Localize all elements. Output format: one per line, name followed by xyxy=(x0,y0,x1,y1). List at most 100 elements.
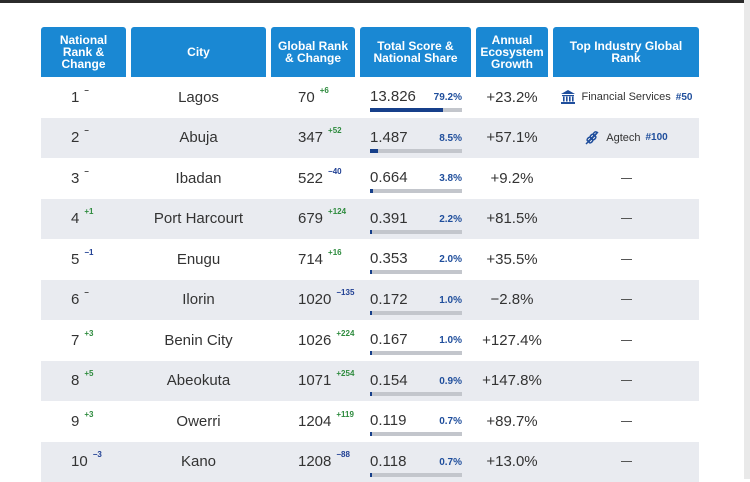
global-rank: 1020 −135 xyxy=(298,280,354,320)
rank-change: +3 xyxy=(84,409,94,419)
annual-growth: +9.2% xyxy=(490,169,534,187)
national-share: 0.7% xyxy=(439,456,462,468)
annual-growth: +147.8% xyxy=(482,372,542,389)
global-rank: 1071 +254 xyxy=(298,361,354,401)
empty-dash xyxy=(620,339,632,341)
global-rank-change: +6 xyxy=(319,85,329,95)
global-rank-change: −135 xyxy=(336,288,355,297)
rank-value: 8 xyxy=(71,372,80,389)
city-name: Ibadan xyxy=(175,169,222,187)
table-row: 9 +3 Owerri 1204 +119 0.119 0.7% +89.7% xyxy=(41,401,699,441)
global-rank: 347 +52 xyxy=(298,118,342,158)
global-rank-change: +52 xyxy=(328,126,342,135)
top-industry: Agtech #100 xyxy=(553,118,699,158)
global-rank-value: 1026 xyxy=(298,331,332,349)
rankings-table: National Rank & Change City Global Rank … xyxy=(41,27,699,482)
empty-dash xyxy=(620,420,632,422)
city-name: Kano xyxy=(180,453,217,470)
rank-change: +5 xyxy=(84,369,94,378)
industry-label: Agtech xyxy=(606,131,641,144)
top-industry xyxy=(553,199,699,239)
rank-change: – xyxy=(84,288,89,297)
annual-growth: +89.7% xyxy=(486,412,538,430)
header-total-score: Total Score & National Share xyxy=(360,27,471,77)
national-share: 8.5% xyxy=(439,132,462,144)
city-name: Ilorin xyxy=(182,291,215,308)
header-city: City xyxy=(131,27,266,77)
rank-change: −3 xyxy=(92,450,102,459)
rank-value: 10 xyxy=(71,453,88,470)
scrollbar-track[interactable] xyxy=(744,0,750,479)
top-industry xyxy=(553,158,699,198)
city-name: Abuja xyxy=(179,129,218,146)
share-bar xyxy=(370,310,462,315)
table-row: 1– Lagos 70 +6 13.826 79.2% +23.2% Financial Se… xyxy=(41,77,699,117)
rank-value: 9 xyxy=(71,412,80,430)
total-score: 0.154 0.9% xyxy=(370,361,462,401)
table-row: 6– Ilorin 1020 −135 0.172 1.0% −2.8% xyxy=(41,279,699,320)
global-rank-value: 1208 xyxy=(298,453,332,470)
rank-change: – xyxy=(84,85,89,95)
total-score: 0.353 2.0% xyxy=(370,239,462,279)
score-value: 1.487 xyxy=(370,128,408,146)
top-industry xyxy=(553,239,699,279)
global-rank-change: +119 xyxy=(336,409,354,419)
table-row: 5 −1 Enugu 714 +16 0.353 2.0% +35.5% xyxy=(41,239,699,279)
national-rank: 4 +1 xyxy=(71,199,93,239)
share-bar-fill xyxy=(370,229,373,234)
share-bar-fill xyxy=(370,391,372,396)
rank-change: +3 xyxy=(84,328,94,338)
total-score: 0.118 0.7% xyxy=(370,442,462,482)
score-value: 0.119 xyxy=(370,412,407,429)
city-name: Port Harcourt xyxy=(153,210,244,227)
share-bar-fill xyxy=(370,310,372,315)
national-rank: 9 +3 xyxy=(71,401,93,441)
header-growth: Annual Ecosystem Growth xyxy=(476,27,548,77)
annual-growth: +127.4% xyxy=(482,331,542,349)
global-rank-change: −88 xyxy=(336,450,350,459)
empty-dash xyxy=(620,380,632,381)
share-bar xyxy=(370,351,462,355)
global-rank-change: +124 xyxy=(328,207,347,216)
global-rank-value: 70 xyxy=(298,88,315,106)
annual-growth: +57.1% xyxy=(486,129,538,146)
industry-label: Financial Services xyxy=(581,91,671,103)
global-rank-value: 1020 xyxy=(298,291,332,308)
annual-growth: +13.0% xyxy=(486,453,538,470)
annual-growth: −2.8% xyxy=(490,291,534,308)
global-rank-change: −40 xyxy=(328,166,342,176)
share-bar xyxy=(370,391,462,396)
top-industry xyxy=(553,442,699,482)
rank-value: 2 xyxy=(71,129,80,146)
national-share: 0.7% xyxy=(439,416,462,427)
table-row: 8 +5 Abeokuta 1071 +254 0.154 0.9% +147.8% xyxy=(41,360,699,401)
national-rank: 6– xyxy=(71,280,89,320)
share-bar-fill xyxy=(370,472,372,477)
top-border xyxy=(0,0,750,3)
top-industry: Financial Services #50 xyxy=(553,77,699,117)
global-rank: 1026 +224 xyxy=(298,320,354,360)
top-industry xyxy=(553,280,699,320)
score-value: 13.826 xyxy=(370,88,416,105)
industry-rank: #100 xyxy=(645,132,668,143)
global-rank-value: 522 xyxy=(298,169,324,187)
share-bar-fill xyxy=(370,189,374,193)
national-share: 1.0% xyxy=(439,294,462,306)
table-row: 7 +3 Benin City 1026 +224 0.167 1.0% +127.4% xyxy=(41,320,699,360)
score-value: 0.172 xyxy=(370,290,408,308)
global-rank: 70 +6 xyxy=(298,77,329,117)
national-rank: 10 −3 xyxy=(71,442,102,482)
share-bar-fill xyxy=(370,108,443,112)
national-rank: 3– xyxy=(71,158,89,198)
share-bar-fill xyxy=(370,432,372,436)
score-value: 0.167 xyxy=(370,331,408,348)
global-rank-value: 714 xyxy=(298,250,324,268)
rank-change: – xyxy=(84,126,89,135)
empty-dash xyxy=(620,299,632,300)
header-national-rank: National Rank & Change xyxy=(41,27,126,77)
global-rank: 1204 +119 xyxy=(298,401,354,441)
rank-value: 6 xyxy=(71,291,80,308)
national-share: 1.0% xyxy=(439,335,462,346)
rank-change: +1 xyxy=(84,207,94,216)
global-rank-value: 347 xyxy=(298,129,324,146)
